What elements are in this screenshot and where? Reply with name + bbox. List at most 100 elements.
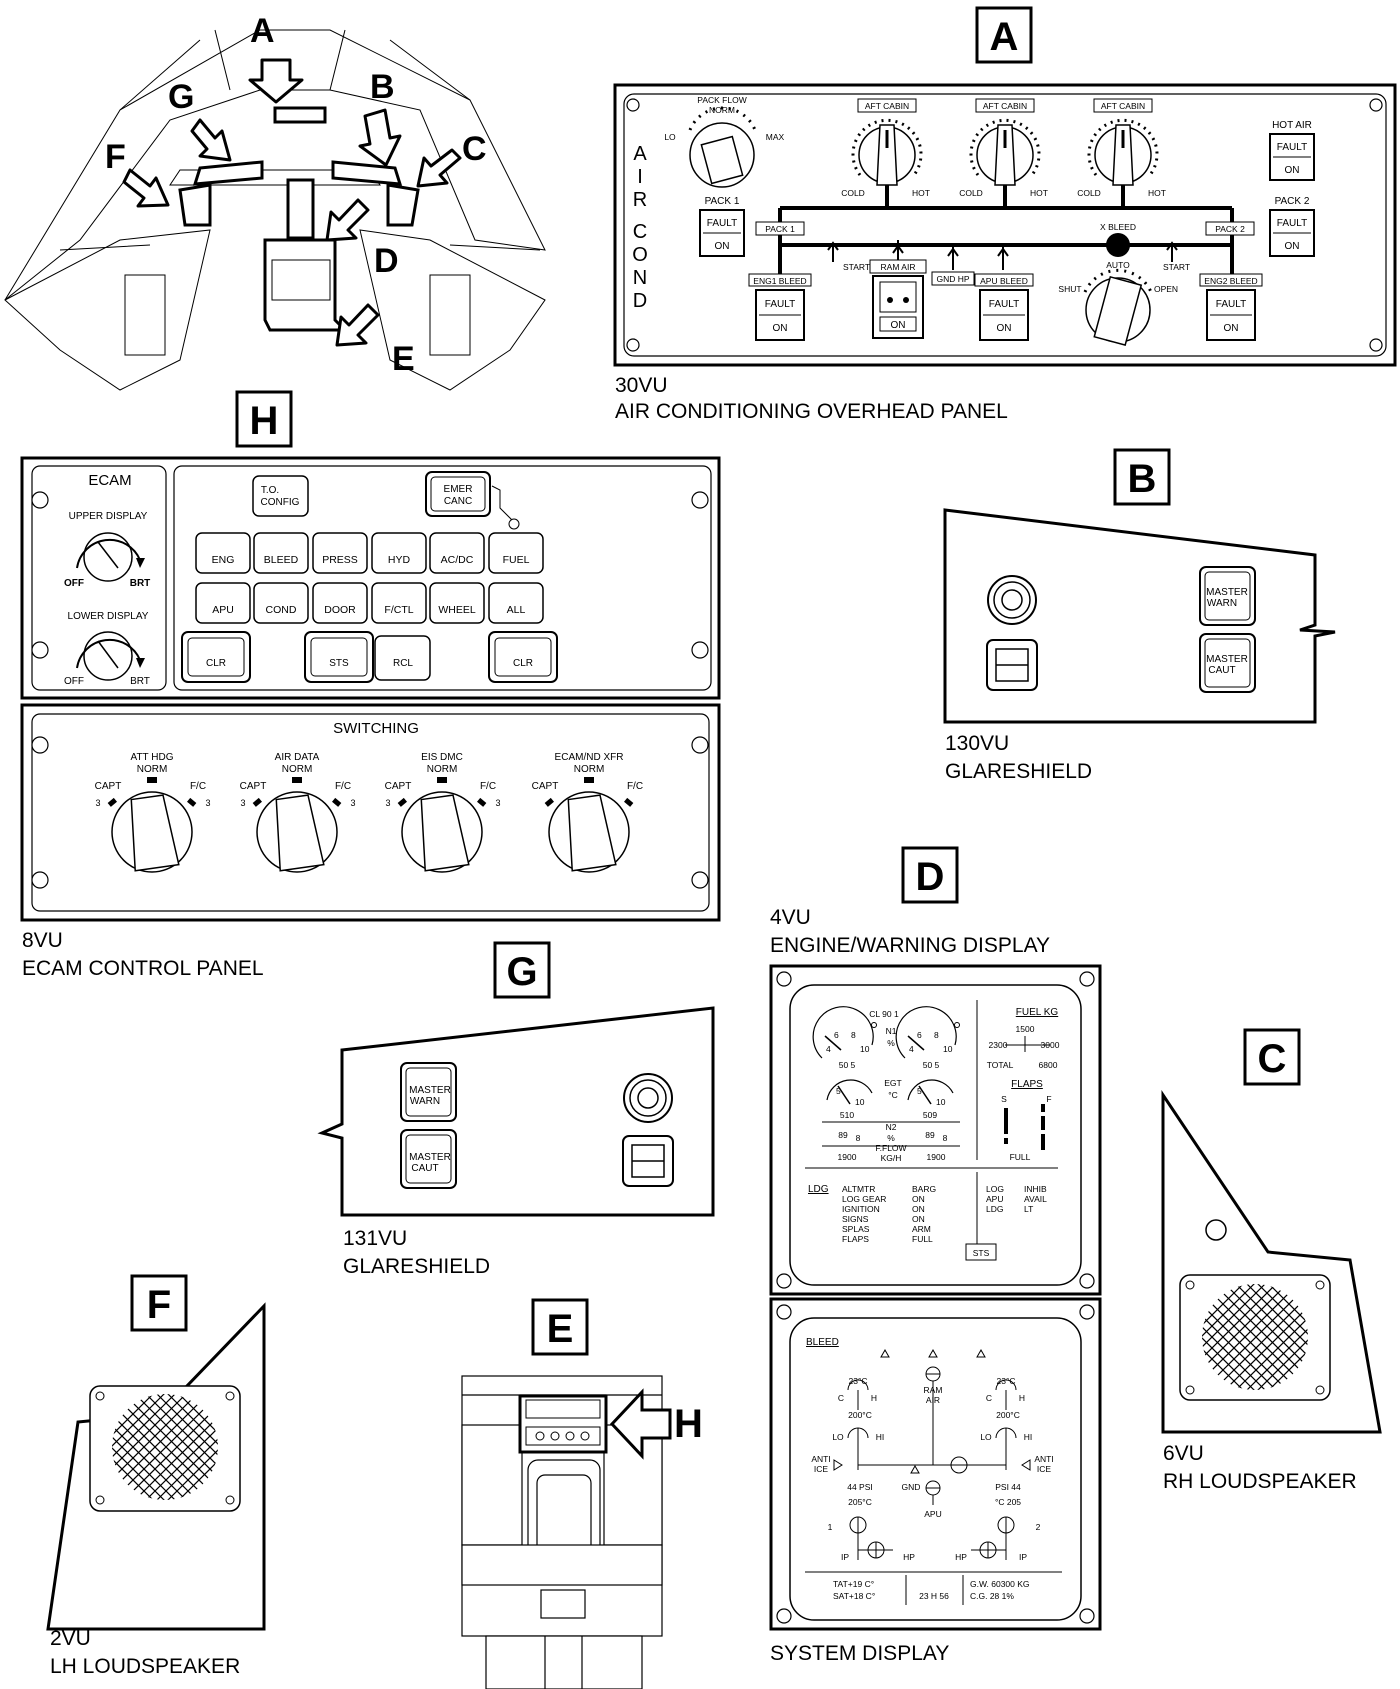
flaps-full: FULL	[1010, 1152, 1031, 1162]
ecam-page-button-fuel[interactable]: FUEL	[488, 532, 544, 574]
upper-display-knob[interactable]: UPPER DISPLAY OFF BRT	[64, 511, 150, 589]
x-bleed-selector[interactable]: X BLEED AUTO SHUT OPEN	[1058, 222, 1178, 346]
sd-gnd: GND	[902, 1482, 921, 1492]
clr-right-button[interactable]: CLR	[488, 631, 558, 683]
cabin-temp-knob-1[interactable]: AFT CABIN COLD HOT	[841, 98, 930, 198]
sts-button[interactable]: STS	[304, 631, 374, 683]
ecam-page-button-door[interactable]: DOOR	[312, 582, 368, 624]
eng2-bleed-on: ON	[1224, 323, 1239, 334]
sd-bleed-title: BLEED	[806, 1337, 839, 1348]
eng2-bleed-pushbutton[interactable]: ENG2 BLEED FAULT ON	[1199, 273, 1263, 341]
ram-air-pushbutton[interactable]: RAM AIR ON	[869, 259, 927, 339]
side-stick-priority-light-131vu	[622, 1135, 674, 1187]
apu-bleed-fault: FAULT	[989, 299, 1019, 310]
panel-f-tag-box	[130, 1274, 188, 1332]
sd-eng-temp-right: °C 205	[995, 1497, 1021, 1507]
sd-hi-right: HI	[1024, 1432, 1033, 1442]
flaps-title: FLAPS	[1011, 1079, 1043, 1090]
panel-b-caption-name: GLARESHIELD	[945, 760, 1092, 783]
ecam-page-button-label: ALL	[507, 604, 526, 616]
ecam-page-button-bleed[interactable]: BLEED	[253, 532, 309, 574]
n2-left-value: 89	[838, 1130, 848, 1140]
pack1-fault: FAULT	[707, 218, 737, 229]
duct-pack1-label: PACK 1	[765, 224, 795, 234]
pedestal-shape	[263, 238, 349, 332]
pack1-label: PACK 1	[705, 196, 740, 207]
panel-h-caption-name: ECAM CONTROL PANEL	[22, 957, 264, 980]
ecam-page-button-eng[interactable]: ENG	[195, 532, 251, 574]
cabin-knob-hot: HOT	[912, 188, 930, 198]
lower-display-knob[interactable]: LOWER DISPLAY OFF BRT	[64, 611, 150, 687]
eng1-bleed-on: ON	[773, 323, 788, 334]
overview-letter-a: A	[250, 12, 275, 50]
panel-a: A A I R C O N D PACK FLOW NORM LO MAX	[613, 6, 1397, 423]
master-caut-button-131vu[interactable]: MASTER CAUT	[400, 1129, 457, 1189]
master-warn-button-131vu[interactable]: MASTER WARN	[400, 1062, 457, 1122]
switch-knob-norm: NORM	[427, 764, 458, 775]
to-config-button[interactable]: T.O. CONFIG	[252, 475, 309, 517]
ecam-page-button-fctl[interactable]: F/CTL	[371, 582, 427, 624]
ecam-page-button-press[interactable]: PRESS	[312, 532, 368, 574]
eng1-bleed-pushbutton[interactable]: ENG1 BLEED FAULT ON	[748, 273, 812, 341]
switch-knob-capt: CAPT	[385, 781, 412, 792]
ecam-page-button-hyd[interactable]: HYD	[371, 532, 427, 574]
sd-hp-left: HP	[903, 1552, 915, 1562]
chrono-button-131vu[interactable]	[623, 1073, 673, 1123]
emer-canc-button[interactable]: EMER CANC	[425, 471, 520, 530]
sd-c-right: C	[986, 1393, 992, 1403]
ewd-egt-unit: °C	[888, 1090, 898, 1100]
ecam-page-button-wheel[interactable]: WHEEL	[429, 582, 485, 624]
pack1-pushbutton[interactable]: PACK 1 FAULT ON	[699, 196, 745, 257]
memo-right-value: AVAIL	[1024, 1194, 1047, 1204]
switch-knob-fc: F/C	[480, 781, 496, 792]
sd-anti-ice-left: ANTI ICE	[811, 1454, 830, 1474]
sd-lo-left: LO	[832, 1432, 844, 1442]
ecam-page-button-cond[interactable]: COND	[253, 582, 309, 624]
n2-left-decimal: 8	[856, 1133, 861, 1143]
memo-right-item: APU	[986, 1194, 1003, 1204]
n1-tick: 4	[909, 1044, 914, 1054]
panel-e-arrow-letter: H	[674, 1402, 703, 1446]
egt-tick: 5	[917, 1086, 922, 1096]
eng1-bleed-label: ENG1 BLEED	[753, 276, 806, 286]
n1-tick: 8	[851, 1030, 856, 1040]
clr-left-button[interactable]: CLR	[181, 631, 251, 683]
ecam-page-button-all[interactable]: ALL	[488, 582, 544, 624]
master-warn-button-130vu[interactable]: MASTER WARN	[1199, 566, 1256, 626]
duct-pack2-box	[1205, 221, 1255, 236]
apu-bleed-label: APU BLEED	[980, 276, 1028, 286]
apu-bleed-pushbutton[interactable]: APU BLEED FAULT ON	[974, 273, 1034, 341]
n1-tick: 6	[917, 1030, 922, 1040]
sd-ip-left: IP	[841, 1552, 849, 1562]
rcl-button[interactable]: RCL	[374, 635, 431, 681]
cabin-temp-knob-2[interactable]: AFT CABIN COLD HOT	[959, 98, 1048, 198]
eng1-bleed-fault: FAULT	[765, 299, 795, 310]
arrow-g-icon	[190, 118, 232, 162]
pack-flow-selector[interactable]: PACK FLOW NORM LO MAX	[664, 95, 785, 188]
egt-left-value: 510	[840, 1110, 854, 1120]
ecam-title: ECAM	[88, 472, 131, 489]
panel-a-caption-code: 30VU	[615, 374, 668, 397]
arrow-a-icon	[248, 58, 304, 104]
ecam-page-button-apu[interactable]: APU	[195, 582, 251, 624]
chrono-button[interactable]	[987, 575, 1037, 625]
hot-air-pushbutton[interactable]: HOT AIR FAULT ON	[1269, 120, 1315, 181]
pack2-on: ON	[1285, 241, 1300, 252]
pack-flow-label: PACK FLOW	[697, 95, 746, 105]
duct-arrows	[827, 240, 1178, 270]
master-caut-button-130vu[interactable]: MASTER CAUT	[1199, 633, 1256, 693]
switch-knob-title: ATT HDG	[131, 752, 174, 763]
fuel-total-value: 6800	[1039, 1060, 1058, 1070]
ram-air-on: ON	[891, 320, 906, 331]
ecam-page-button-acdc[interactable]: AC/DC	[429, 532, 485, 574]
cabin-temp-knob-3[interactable]: AFT CABIN COLD HOT	[1077, 98, 1166, 198]
ldg-memo-value: ON	[912, 1204, 925, 1214]
cabin-knob-label: AFT CABIN	[865, 101, 909, 111]
duct-pack2-label: PACK 2	[1215, 224, 1245, 234]
pack2-pushbutton[interactable]: PACK 2 FAULT ON	[1269, 196, 1315, 257]
